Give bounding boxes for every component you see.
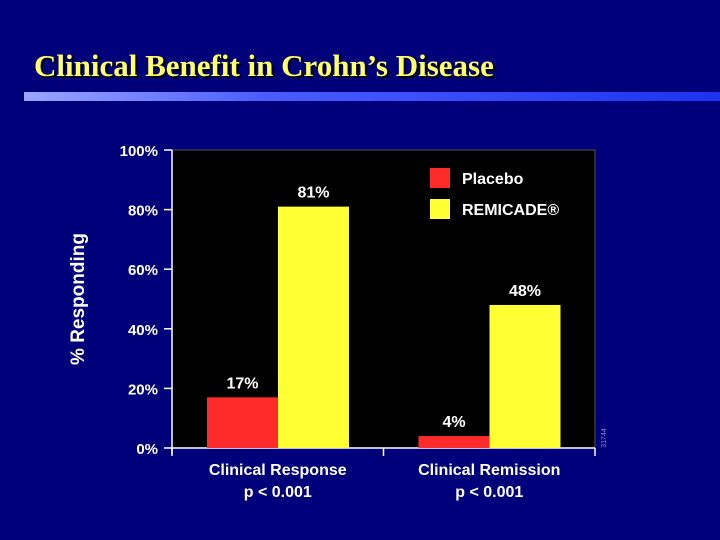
- data-label: 81%: [297, 185, 329, 202]
- legend-label: Placebo: [462, 171, 524, 188]
- legend-swatch: [430, 199, 450, 219]
- legend-swatch: [430, 168, 450, 188]
- x-category-pvalue: p < 0.001: [455, 484, 523, 501]
- x-category-pvalue: p < 0.001: [244, 484, 312, 501]
- y-tick-label: 0%: [136, 441, 158, 458]
- y-tick-label: 80%: [128, 203, 158, 220]
- slide-footnote: 31744: [601, 428, 608, 448]
- slide-title: Clinical Benefit in Crohn’s Disease: [34, 48, 494, 83]
- y-axis-title: % Responding: [68, 233, 89, 365]
- data-label: 4%: [442, 414, 465, 431]
- bar-remicade-1: [278, 206, 349, 448]
- bar-remicade-2: [489, 304, 561, 448]
- data-label: 17%: [226, 375, 258, 392]
- y-tick-label: 60%: [128, 262, 158, 279]
- data-label: 48%: [509, 283, 541, 300]
- y-tick-label: 20%: [128, 381, 158, 398]
- x-category-label: Clinical Response: [209, 462, 347, 479]
- legend-label: REMICADE®: [462, 202, 559, 219]
- bar-placebo-2: [418, 436, 490, 448]
- bar-placebo-1: [207, 397, 278, 448]
- y-tick-label: 40%: [128, 322, 158, 339]
- x-category-label: Clinical Remission: [418, 462, 560, 479]
- y-tick-label: 100%: [120, 143, 158, 160]
- title-underline: [24, 92, 720, 101]
